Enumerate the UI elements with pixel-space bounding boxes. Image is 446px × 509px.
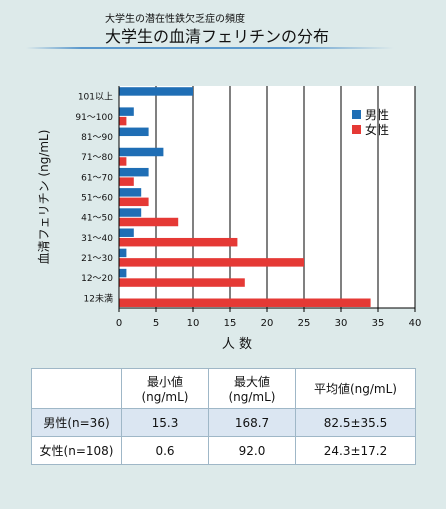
- bar-male: [119, 248, 127, 258]
- stats-cell: 92.0: [208, 436, 296, 465]
- bar-male: [119, 87, 193, 96]
- x-tick-label: 30: [335, 318, 348, 329]
- stats-cell: 168.7: [208, 408, 296, 437]
- y-tick-label: 101以上: [78, 92, 113, 103]
- x-tick-label: 15: [224, 318, 237, 329]
- ferritin-stats-table: 最小値 (ng/mL) 最大値 (ng/mL) 平均値(ng/mL) 男性(n=…: [31, 368, 416, 465]
- legend-swatch-female: [352, 125, 361, 134]
- bar-male: [119, 107, 134, 116]
- y-tick-label: 61～70: [81, 173, 113, 183]
- y-tick-label: 12～20: [81, 274, 113, 284]
- stats-header-cell: 平均値(ng/mL): [295, 368, 416, 409]
- stats-header-cell: 最小値 (ng/mL): [121, 368, 209, 409]
- x-axis-title: 人 数: [222, 337, 252, 352]
- bar-female: [119, 157, 127, 166]
- bar-female: [119, 116, 127, 126]
- x-tick-label: 5: [153, 318, 159, 329]
- y-tick-label: 12未満: [84, 292, 113, 304]
- bar-male: [119, 127, 149, 137]
- legend-label: 男性: [365, 108, 389, 122]
- bar-female: [119, 258, 304, 267]
- stats-header-cell: [31, 368, 122, 409]
- legend-swatch-male: [352, 110, 361, 119]
- y-tick-label: 91～100: [75, 113, 113, 123]
- stats-cell: 0.6: [121, 436, 209, 465]
- stats-header-row: 最小値 (ng/mL) 最大値 (ng/mL) 平均値(ng/mL): [31, 368, 416, 409]
- bar-female: [119, 298, 371, 307]
- stats-cell: 男性(n=36): [31, 408, 122, 437]
- stats-cell: 82.5±35.5: [295, 408, 416, 437]
- x-tick-label: 40: [409, 318, 422, 329]
- bar-male: [119, 147, 164, 157]
- y-tick-label: 21～30: [81, 254, 113, 264]
- y-tick-label: 31～40: [81, 234, 113, 244]
- y-tick-label: 81～90: [81, 133, 113, 143]
- bar-male: [119, 268, 127, 278]
- chart-supertitle: 大学生の潜在性鉄欠乏症の頻度: [105, 14, 245, 25]
- bar-female: [119, 177, 134, 186]
- bar-male: [119, 208, 142, 217]
- bar-male: [119, 228, 134, 237]
- chart-title: 大学生の血清フェリチンの分布: [105, 27, 330, 46]
- x-tick-label: 25: [298, 318, 311, 329]
- x-tick-label: 0: [116, 318, 122, 329]
- title-underline: [26, 47, 394, 49]
- y-tick-label: 41～50: [81, 214, 113, 224]
- bar-female: [119, 217, 179, 227]
- bar-female: [119, 278, 245, 287]
- y-axis-title: 血清フェリチン (ng/mL): [37, 130, 51, 265]
- table-row: 男性(n=36) 15.3 168.7 82.5±35.5: [31, 408, 416, 437]
- stats-header-cell: 最大値 (ng/mL): [208, 368, 296, 409]
- bar-female: [119, 197, 149, 207]
- ferritin-bar-chart: 101以上 91～100 81～90 71～80 61～70 51～60 41～50 31～4…: [37, 86, 422, 352]
- stats-cell: 女性(n=108): [31, 436, 122, 465]
- x-tick-label: 10: [187, 318, 200, 329]
- table-row: 女性(n=108) 0.6 92.0 24.3±17.2: [31, 436, 416, 465]
- x-tick-label: 35: [372, 318, 385, 329]
- stats-cell: 24.3±17.2: [295, 436, 416, 465]
- legend-label: 女性: [365, 122, 389, 137]
- x-tick-label: 20: [261, 318, 274, 329]
- bar-female: [119, 237, 238, 247]
- bar-male: [119, 167, 149, 177]
- y-tick-label: 71～80: [81, 153, 113, 163]
- stats-cell: 15.3: [121, 408, 209, 437]
- bar-male: [119, 188, 142, 197]
- y-tick-label: 51～60: [81, 194, 113, 204]
